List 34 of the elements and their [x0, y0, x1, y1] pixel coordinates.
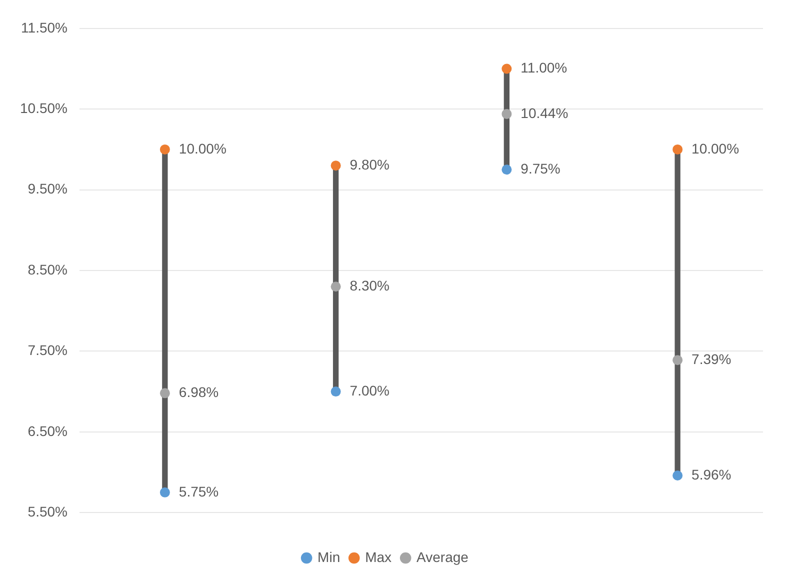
point [160, 144, 170, 154]
y-tick-label: 5.50% [28, 503, 68, 520]
data-label: 10.44% [520, 104, 568, 121]
point [330, 282, 341, 292]
point [330, 386, 341, 397]
y-tick-label: 6.50% [28, 422, 68, 439]
data-label: 9.80% [350, 156, 390, 172]
point [672, 355, 683, 366]
point [502, 64, 512, 74]
legend-label: Average [416, 548, 469, 565]
y-tick-label: 7.50% [28, 342, 68, 358]
y-tick-label: 8.50% [28, 261, 68, 278]
data-label: 9.75% [520, 160, 560, 176]
point [502, 108, 512, 119]
y-tick-label: 9.50% [28, 180, 68, 197]
point [672, 144, 683, 154]
data-label: 7.00% [350, 382, 390, 398]
y-tick-label: 11.50% [21, 19, 68, 36]
point [330, 160, 341, 171]
legend-label: Min [318, 548, 340, 565]
data-label: 8.30% [350, 278, 390, 294]
data-label: 10.00% [692, 140, 740, 156]
point [160, 487, 170, 498]
data-label: 11.00% [520, 60, 568, 76]
legend-label: Max [365, 548, 392, 565]
data-label: 6.98% [178, 384, 219, 400]
data-label: 5.75% [178, 483, 219, 500]
data-label: 5.96% [692, 466, 732, 482]
y-tick-label: 10.50% [20, 100, 68, 116]
data-label: 7.39% [692, 350, 732, 367]
point [672, 470, 683, 480]
point [502, 164, 512, 175]
data-label: 10.00% [178, 140, 226, 156]
point [160, 388, 170, 398]
